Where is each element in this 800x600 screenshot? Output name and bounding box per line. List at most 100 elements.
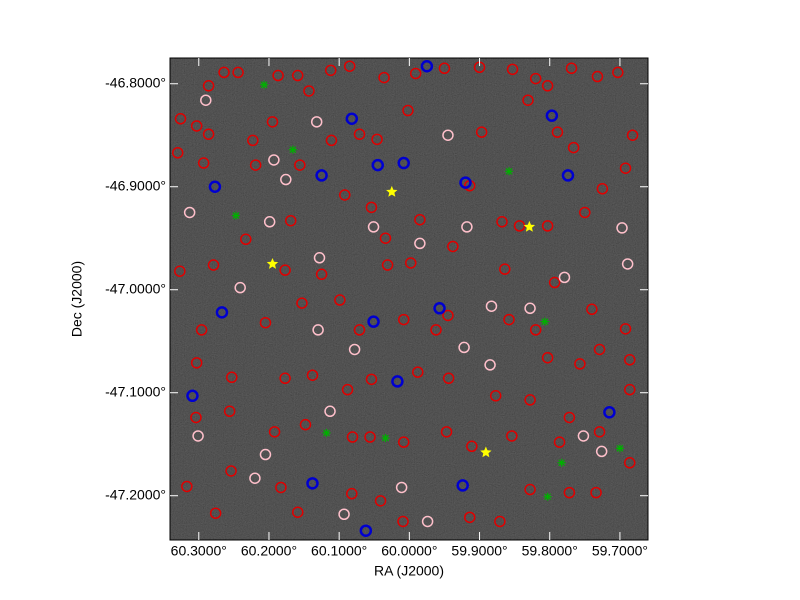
source-ring (420, 59, 434, 73)
source-circle (353, 128, 366, 140)
y-tick-label: -47.0000° (105, 280, 166, 296)
source-circle (190, 411, 202, 424)
source-circle (374, 495, 387, 507)
source-circle (442, 372, 455, 385)
source-circle (595, 445, 608, 458)
source-circle (249, 472, 261, 484)
x-tick-label: 60.1000° (311, 543, 367, 559)
x-tick-label: 59.9000° (451, 543, 507, 559)
source-ring (391, 375, 404, 388)
source-circle (294, 159, 306, 171)
source-circle (591, 70, 604, 83)
source-circle (551, 126, 564, 138)
source-circle (284, 214, 297, 227)
source-circle (565, 62, 578, 75)
source-circle (626, 129, 639, 141)
source-circle (553, 436, 566, 448)
source-circle (524, 483, 536, 496)
source-circle (577, 430, 590, 442)
source-circle (489, 390, 502, 402)
y-tick-label: -46.8000° (105, 74, 166, 90)
source-circle (506, 63, 519, 76)
source-circle (266, 116, 279, 128)
source-circle (197, 157, 210, 169)
source-circle (596, 183, 609, 195)
source-circle (171, 147, 184, 159)
source-circle (200, 94, 212, 106)
source-circle (409, 67, 422, 80)
source-circle (218, 66, 230, 79)
source-circle (341, 383, 354, 396)
source-circle (397, 313, 410, 326)
source-circle (190, 357, 203, 369)
source-circle (371, 133, 383, 146)
x-tick-label: 59.8000° (522, 543, 578, 559)
source-circle (181, 480, 193, 493)
source-ring (603, 406, 616, 419)
source-circle (414, 213, 426, 226)
source-circle (548, 276, 561, 289)
source-ring (186, 389, 199, 403)
source-circle (223, 405, 236, 418)
source-circle (346, 487, 358, 500)
source-circle (174, 265, 186, 277)
source-circle (503, 313, 515, 326)
source-circle (174, 113, 187, 125)
source-circle (541, 351, 554, 364)
source-circle (593, 343, 606, 356)
source-circle (313, 252, 326, 264)
source-circle (334, 294, 346, 306)
y-tick-label: -46.9000° (105, 177, 166, 193)
source-circle (379, 232, 392, 244)
source-circle (279, 372, 291, 385)
source-ring (459, 176, 472, 189)
source-star (266, 257, 279, 269)
source-cross (322, 428, 331, 437)
source-circle (365, 373, 378, 386)
source-circle (579, 206, 591, 219)
source-ring (456, 479, 469, 492)
source-circle (442, 309, 454, 322)
source-circle (365, 201, 378, 214)
source-circle (624, 457, 636, 469)
source-circle (461, 221, 473, 233)
source-cross (505, 167, 514, 176)
source-ring (306, 477, 319, 490)
source-circle (259, 448, 272, 461)
source-star (480, 446, 492, 458)
source-circle (263, 216, 276, 228)
source-cross (260, 80, 269, 89)
source-circle (209, 507, 222, 519)
source-circle (616, 222, 628, 234)
source-ring (208, 180, 222, 193)
source-circle (299, 418, 312, 431)
source-circle (466, 440, 478, 453)
source-cross (543, 492, 552, 501)
source-circle (348, 343, 361, 356)
source-cross (557, 458, 566, 467)
source-circle (225, 465, 237, 477)
source-circle (458, 341, 470, 354)
source-circle (275, 481, 287, 494)
source-circle (272, 69, 284, 82)
source-circle (624, 383, 636, 396)
markers (171, 59, 639, 537)
source-circle (586, 303, 598, 316)
source-circle (291, 69, 304, 82)
source-circle (485, 300, 498, 312)
source-circle (558, 271, 571, 284)
source-circle (567, 141, 580, 154)
source-circle (593, 426, 606, 438)
source-ring (315, 169, 328, 182)
sky-noise (170, 58, 648, 540)
source-circle (414, 237, 426, 250)
source-circle (513, 220, 526, 232)
source-cross (381, 434, 390, 443)
source-cross (540, 317, 549, 326)
x-tick-label: 60.0000° (381, 543, 437, 559)
source-circle (202, 80, 215, 92)
x-tick-label: 60.3000° (171, 543, 227, 559)
x-tick-label: 59.7000° (592, 543, 648, 559)
source-circle (315, 268, 328, 281)
